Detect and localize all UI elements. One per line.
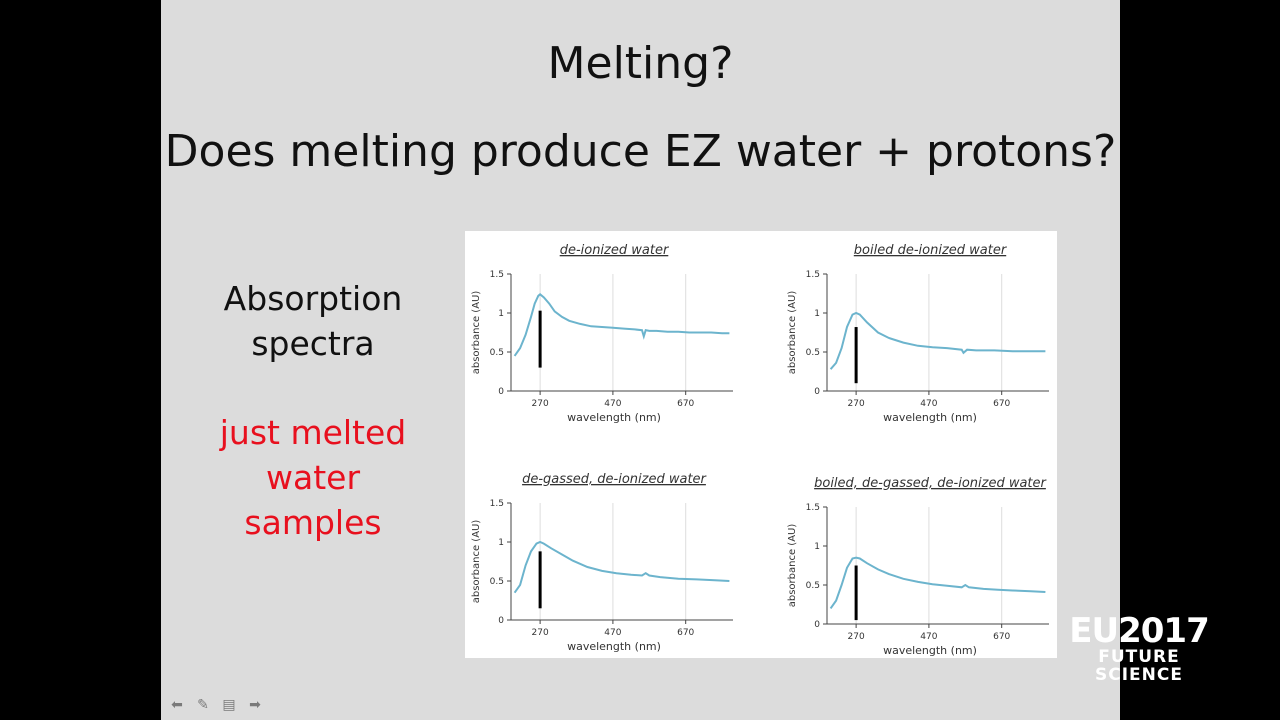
chart-4: boiled, de-gassed, de-ionized water 270 47…: [787, 476, 1049, 657]
absorbance-series-line: [513, 540, 730, 594]
just-melted-label: just melted water samples: [203, 410, 423, 545]
eu2017-watermark-logo: EU2017 FUTURE SCIENCE: [1054, 614, 1224, 684]
absorbance-series-line: [829, 311, 1046, 370]
y-tick-label: 0.5: [806, 348, 820, 358]
watermark-line-1: EU2017: [1069, 611, 1209, 651]
absorption-label-line-2: spectra: [251, 324, 375, 363]
chart-2: boiled de-ionized water 270 470 670 0 0.5 1 1.5…: [787, 243, 1049, 424]
x-tick-label: 270: [532, 399, 549, 409]
x-tick-label: 670: [993, 632, 1010, 642]
x-tick-label: 470: [920, 399, 937, 409]
y-tick-label: 0: [814, 620, 820, 630]
arrow-left-icon[interactable]: ⬅: [171, 697, 183, 713]
y-axis-label: absorbance (AU): [787, 291, 798, 375]
slideshow-controls: ⬅ ✎ ▤ ➡: [167, 696, 265, 716]
watermark-line-2: FUTURE SCIENCE: [1095, 647, 1183, 685]
absorbance-series-line: [513, 292, 730, 357]
absorption-spectra-label: Absorption spectra: [203, 276, 423, 366]
chart-title: de-gassed, de-ionized water: [522, 472, 707, 487]
x-axis-label: wavelength (nm): [883, 411, 977, 424]
x-tick-label: 470: [920, 632, 937, 642]
x-tick-label: 270: [848, 399, 865, 409]
x-tick-label: 670: [677, 628, 694, 638]
slide-title: Melting?: [547, 38, 734, 89]
x-axis-label: wavelength (nm): [567, 640, 661, 653]
x-tick-label: 270: [848, 632, 865, 642]
y-tick-label: 1.5: [490, 499, 504, 509]
x-tick-label: 270: [532, 628, 549, 638]
y-axis-label: absorbance (AU): [787, 524, 798, 608]
melted-label-line-2: water: [265, 458, 361, 497]
y-tick-label: 0.5: [490, 348, 504, 358]
x-tick-label: 470: [604, 628, 621, 638]
slide-subtitle: Does melting produce EZ water + protons?: [164, 126, 1117, 177]
y-tick-label: 1.5: [490, 270, 504, 280]
y-axis-label: absorbance (AU): [471, 291, 482, 375]
arrow-right-icon[interactable]: ➡: [249, 697, 261, 713]
chart-title: de-ionized water: [560, 243, 670, 258]
chart-title: boiled de-ionized water: [854, 243, 1008, 258]
melted-label-line-1: just melted: [219, 413, 407, 452]
y-tick-label: 0.5: [806, 581, 820, 591]
absorbance-series-line: [829, 556, 1046, 609]
spectra-charts-svg: de-ionized water 270 470 670 0 0.5 1 1.5 wavelen…: [471, 243, 1049, 657]
melted-label-line-3: samples: [244, 503, 382, 542]
y-tick-label: 1: [814, 542, 820, 552]
slide-menu-icon[interactable]: ▤: [222, 697, 236, 713]
y-tick-label: 0: [498, 616, 504, 626]
chart-1: de-ionized water 270 470 670 0 0.5 1 1.5 wavelen…: [471, 243, 733, 424]
y-axis-label: absorbance (AU): [471, 520, 482, 604]
y-tick-label: 1: [814, 309, 820, 319]
x-tick-label: 670: [993, 399, 1010, 409]
y-tick-label: 0.5: [490, 577, 504, 587]
x-axis-label: wavelength (nm): [883, 644, 977, 657]
y-tick-label: 1: [498, 538, 504, 548]
y-tick-label: 0: [498, 387, 504, 397]
y-tick-label: 1.5: [806, 270, 820, 280]
x-axis-label: wavelength (nm): [567, 411, 661, 424]
y-tick-label: 1.5: [806, 503, 820, 513]
presentation-slide: Melting? Does melting produce EZ water +…: [161, 0, 1120, 720]
y-tick-label: 1: [498, 309, 504, 319]
absorption-label-line-1: Absorption: [223, 279, 403, 318]
pen-icon[interactable]: ✎: [197, 697, 209, 713]
chart-title: boiled, de-gassed, de-ionized water: [814, 476, 1047, 491]
y-tick-label: 0: [814, 387, 820, 397]
spectra-chart-panel: de-ionized water 270 470 670 0 0.5 1 1.5 wavelen…: [465, 231, 1057, 658]
x-tick-label: 670: [677, 399, 694, 409]
chart-3: de-gassed, de-ionized water 270 470 670 0 0.5…: [471, 472, 733, 653]
x-tick-label: 470: [604, 399, 621, 409]
